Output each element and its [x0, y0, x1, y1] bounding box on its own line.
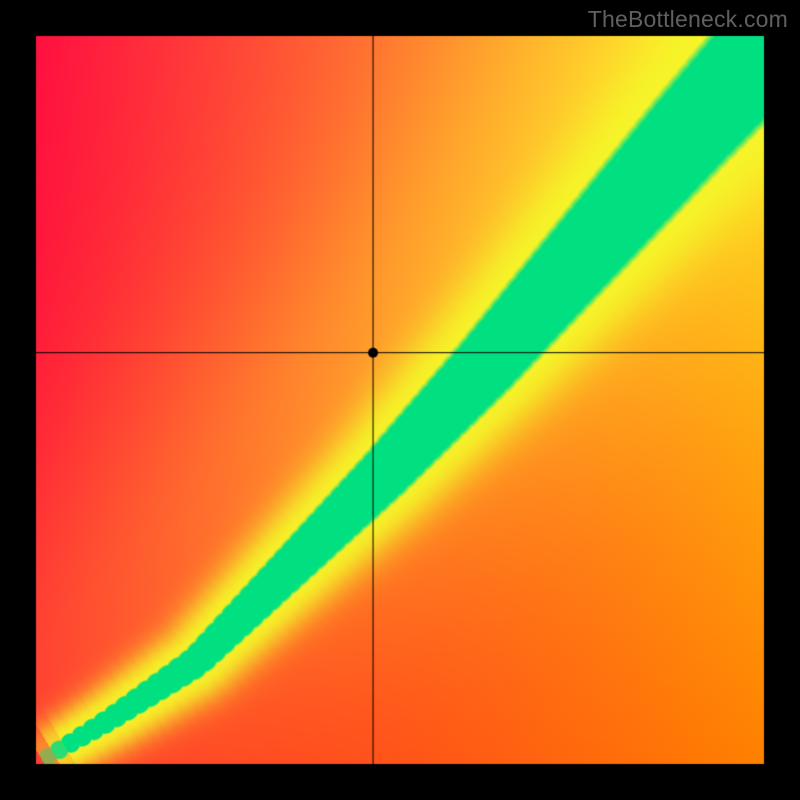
bottleneck-heatmap [0, 0, 800, 800]
watermark-text: TheBottleneck.com [588, 6, 788, 33]
